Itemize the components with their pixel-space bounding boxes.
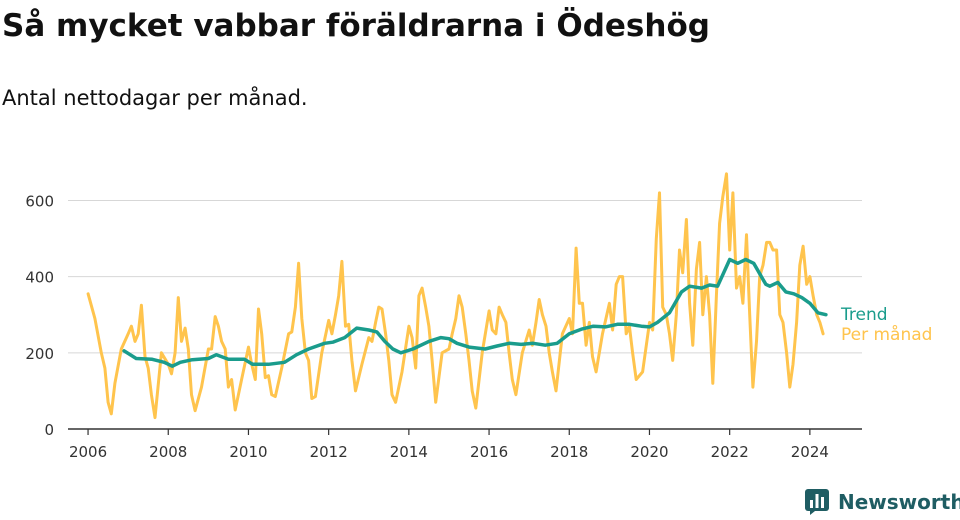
y-tick-label: 600 xyxy=(25,192,54,210)
page-title: Så mycket vabbar föräldrarna i Ödeshög xyxy=(2,8,710,44)
brand-name: Newsworthy xyxy=(838,490,960,514)
x-tick-label: 2024 xyxy=(791,443,829,461)
x-tick-label: 2020 xyxy=(630,443,668,461)
x-tick-label: 2016 xyxy=(470,443,508,461)
y-tick-label: 0 xyxy=(44,421,54,439)
x-tick-label: 2008 xyxy=(149,443,187,461)
series-line-monthly xyxy=(86,172,825,420)
y-tick-label: 200 xyxy=(25,345,54,363)
series xyxy=(86,172,828,420)
grid-lines xyxy=(68,199,862,354)
series-label-trend: Trend xyxy=(840,305,888,325)
x-tick-label: 2022 xyxy=(711,443,749,461)
x-tick-label: 2012 xyxy=(310,443,348,461)
brand-logo: Newsworthy xyxy=(804,488,960,516)
y-tick-label: 400 xyxy=(25,269,54,287)
x-tick-label: 2014 xyxy=(390,443,428,461)
x-tick-label: 2018 xyxy=(550,443,588,461)
axes: 0 200 400 600 2006 2008 2010 2012 2014 2016 2018 20… xyxy=(25,192,862,461)
series-label-monthly: Per månad xyxy=(841,324,932,345)
series-line-trend xyxy=(122,257,828,368)
x-tick-label: 2006 xyxy=(69,443,107,461)
bar-chart-logo-icon xyxy=(805,489,829,515)
page-subtitle: Antal nettodagar per månad. xyxy=(2,86,308,110)
x-tick-label: 2010 xyxy=(229,443,267,461)
